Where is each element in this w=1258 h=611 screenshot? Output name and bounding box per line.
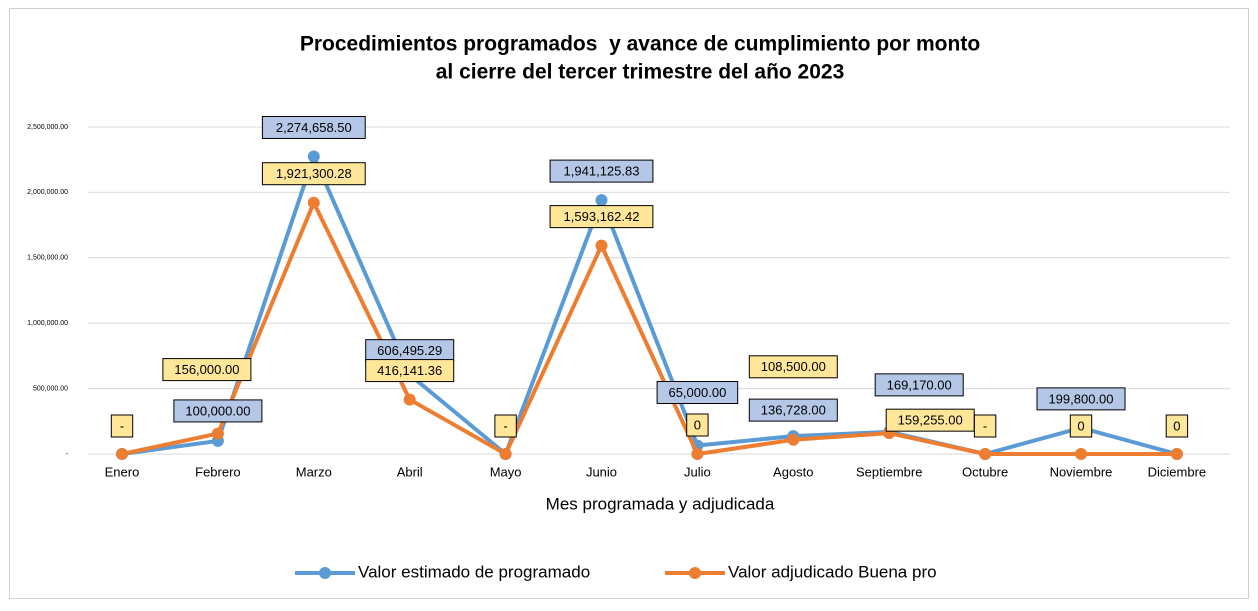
data-label: 1,593,162.42: [564, 209, 640, 224]
data-label: -: [983, 418, 987, 433]
data-label: 416,141.36: [377, 363, 442, 378]
legend-marker: [689, 567, 701, 579]
data-label-box: [261, 162, 366, 186]
data-label: 136,728.00: [761, 403, 826, 418]
y-tick-label: -: [66, 451, 69, 458]
data-label-box: [162, 358, 252, 382]
data-label: 159,255.00: [898, 413, 963, 428]
data-label-box: [549, 159, 654, 183]
y-tick-label: 2,000,000.00: [27, 189, 68, 196]
y-tick-label: 1,500,000.00: [27, 255, 68, 262]
data-label: 199,800.00: [1048, 391, 1113, 406]
data-label: 606,495.29: [377, 343, 442, 358]
data-label: 0: [694, 417, 701, 432]
x-tick-label: Enero: [105, 464, 140, 479]
point: [307, 196, 320, 209]
data-label-box: [1036, 387, 1126, 411]
y-tick-label: 500,000.00: [33, 385, 68, 392]
data-label-box: [173, 399, 263, 423]
data-label: 1,941,125.83: [564, 164, 640, 179]
data-label-box: [748, 398, 838, 422]
point: [116, 448, 128, 460]
series-line: [121, 200, 1177, 456]
x-tick-label: Julio: [684, 464, 711, 479]
point: [1170, 448, 1183, 460]
data-label-box: [494, 414, 517, 438]
data-label: 100,000.00: [185, 403, 250, 418]
x-tick-label: Septiembre: [856, 464, 922, 479]
x-axis-title: Mes programada y adjudicada: [546, 494, 775, 513]
point: [499, 448, 512, 460]
data-label-box: [656, 380, 739, 404]
legend-label: Valor estimado de programado: [358, 562, 590, 581]
data-label: 65,000.00: [668, 385, 726, 400]
point: [211, 427, 224, 440]
point: [979, 448, 992, 460]
data-label-box: [549, 205, 654, 229]
point: [691, 448, 704, 460]
data-label: 1,921,300.28: [276, 166, 352, 181]
x-tick-label: Noviembre: [1050, 464, 1113, 479]
data-label-box: [110, 414, 134, 438]
x-tick-label: Abril: [397, 464, 423, 479]
data-label-box: [973, 414, 997, 438]
x-tick-label: Agosto: [773, 464, 813, 479]
series-line: [121, 154, 1178, 456]
chart-title: al cierre del tercer trimestre del año 2…: [436, 61, 845, 84]
point: [595, 194, 608, 207]
data-label: 2,274,658.50: [276, 120, 352, 135]
data-label: 0: [1077, 418, 1084, 433]
x-tick-label: Mayo: [490, 464, 522, 479]
legend-label: Valor adjudicado Buena pro: [728, 562, 937, 581]
data-label-box: [365, 359, 455, 383]
data-label: 0: [1173, 418, 1180, 433]
data-label: 108,500.00: [761, 359, 826, 374]
chart-title: Procedimientos programados y avance de c…: [300, 33, 980, 56]
x-tick-label: Diciembre: [1148, 464, 1207, 479]
point: [403, 393, 416, 406]
x-tick-label: Marzo: [296, 464, 332, 479]
data-label-box: [686, 413, 709, 437]
x-tick-label: Junio: [586, 464, 617, 479]
data-label-box: [261, 115, 366, 139]
data-label-box: [1165, 414, 1189, 438]
data-label-box: [748, 355, 838, 379]
x-tick-label: Febrero: [195, 464, 241, 479]
data-label: -: [120, 418, 124, 433]
data-label-box: [1069, 414, 1093, 438]
data-label: 156,000.00: [174, 362, 239, 377]
point: [595, 239, 608, 252]
point: [787, 433, 800, 446]
data-label-box: [874, 373, 964, 397]
legend-marker: [319, 567, 331, 579]
y-tick-label: 1,000,000.00: [27, 320, 68, 327]
x-tick-label: Octubre: [962, 464, 1008, 479]
y-tick-label: 2,500,000.00: [27, 124, 68, 131]
data-label: -: [503, 418, 507, 433]
point: [1075, 448, 1087, 460]
data-label: 169,170.00: [887, 377, 952, 392]
point: [307, 150, 320, 163]
